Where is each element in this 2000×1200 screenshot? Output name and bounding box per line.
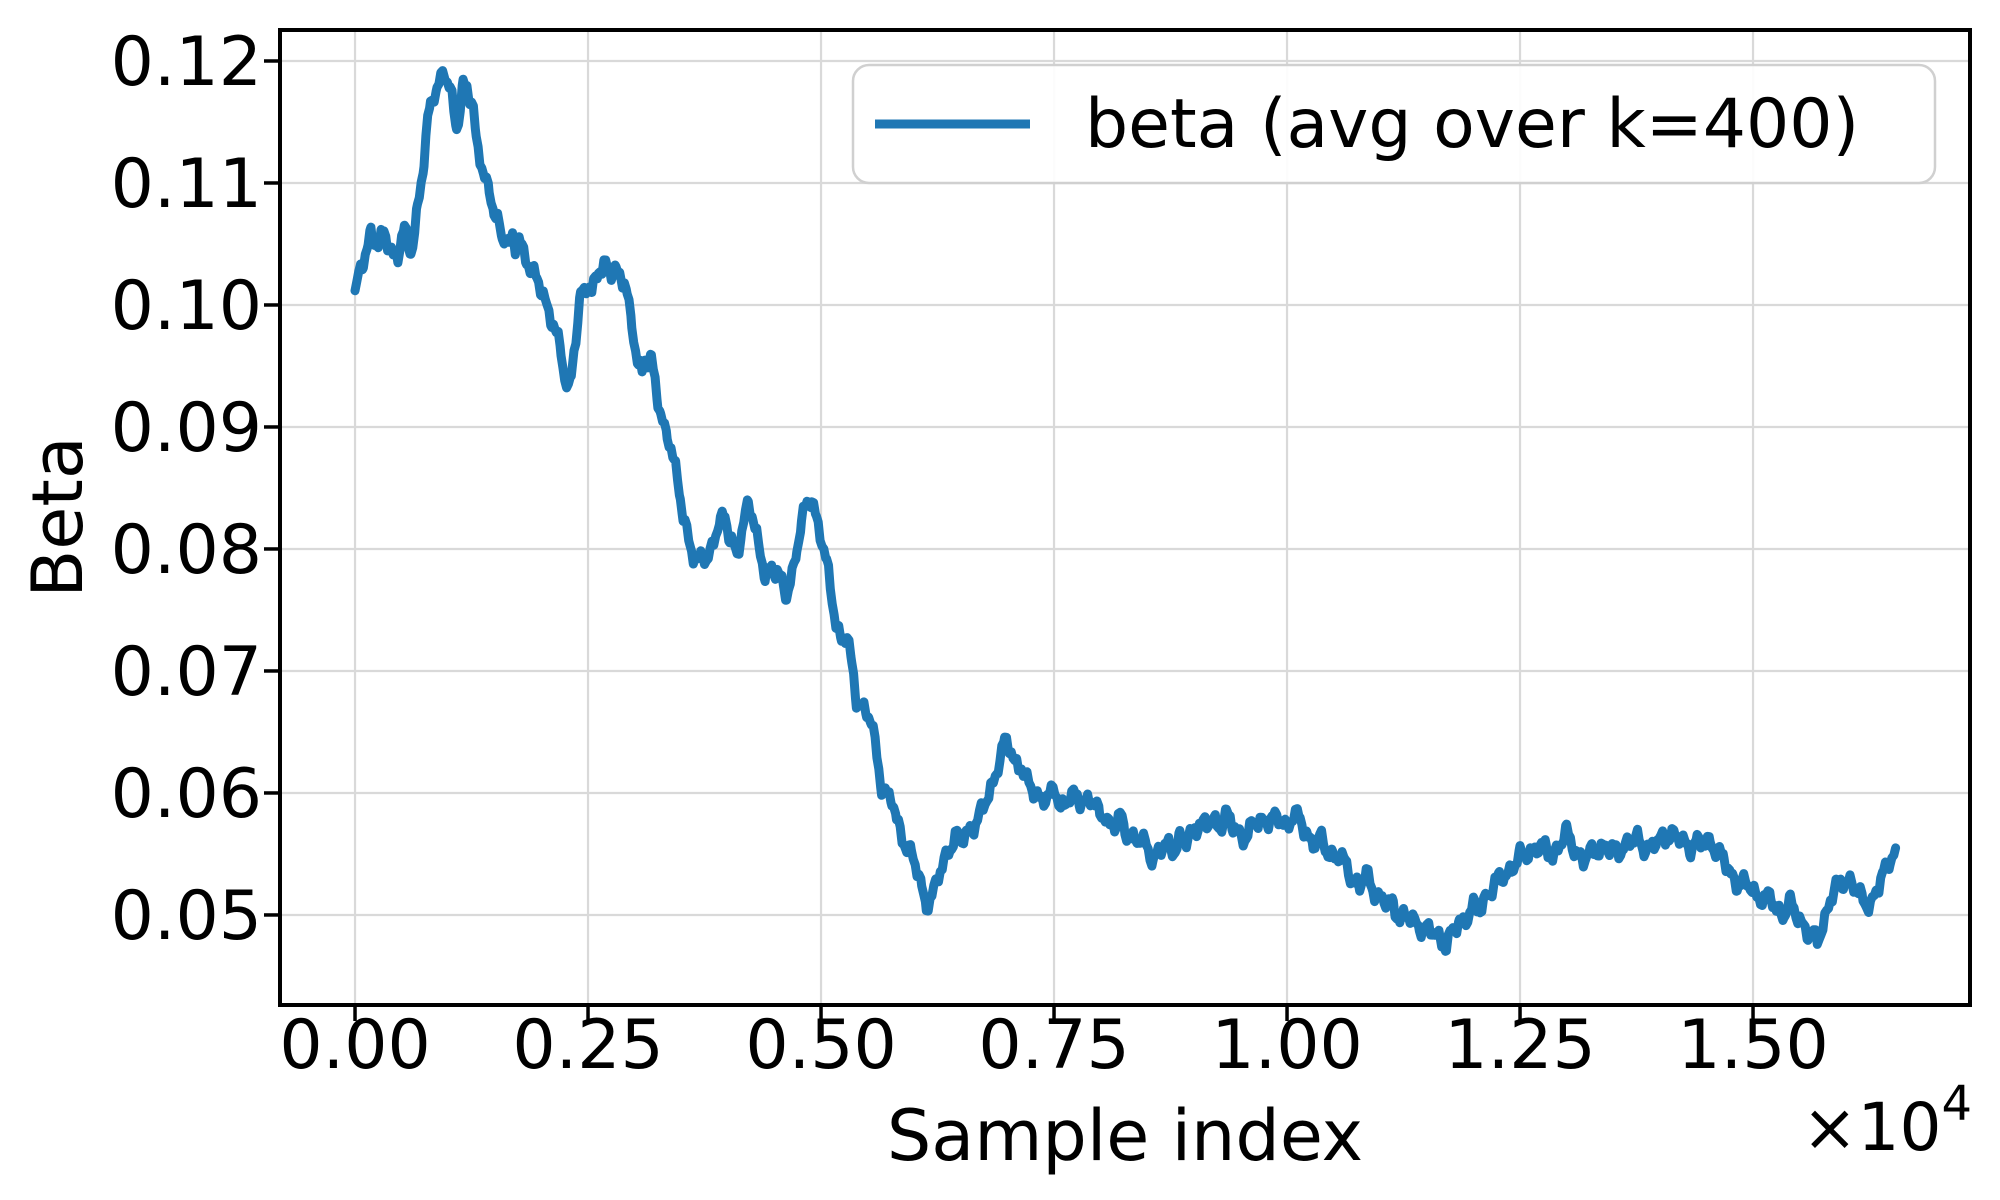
x-tick-label: 1.25 — [1444, 1006, 1595, 1085]
y-tick-label: 0.07 — [111, 633, 262, 712]
x-axis-offset-label: ×104 — [1802, 1076, 1972, 1166]
beta-series-line — [350, 66, 1901, 956]
tick-marks — [264, 59, 1755, 1021]
x-tick-labels: 0.00 0.25 0.50 0.75 1.00 1.25 1.50 — [279, 1006, 1828, 1085]
x-tick-label: 0.00 — [279, 1006, 430, 1085]
x-axis-label: Sample index — [887, 1095, 1363, 1177]
y-tick-label: 0.05 — [111, 877, 262, 956]
legend: beta (avg over k=400) — [851, 63, 1937, 185]
x-tick-label: 0.75 — [978, 1006, 1129, 1085]
y-tick-label: 0.08 — [111, 511, 262, 590]
y-tick-label: 0.09 — [111, 389, 262, 468]
y-tick-label: 0.10 — [111, 267, 262, 346]
x-tick-label: 0.50 — [745, 1006, 896, 1085]
legend-box — [851, 63, 1937, 185]
offset-exponent: 4 — [1941, 1076, 1972, 1132]
y-tick-label: 0.12 — [111, 23, 262, 102]
y-tick-label: 0.11 — [111, 145, 262, 224]
x-tick-label: 1.50 — [1677, 1006, 1828, 1085]
legend-label: beta (avg over k=400) — [1085, 85, 1859, 164]
y-axis-label: Beta — [17, 436, 99, 597]
y-tick-label: 0.06 — [111, 755, 262, 834]
x-tick-label: 1.00 — [1211, 1006, 1362, 1085]
plot-border — [278, 28, 1972, 1007]
offset-base: ×10 — [1802, 1089, 1941, 1166]
x-tick-label: 0.25 — [512, 1006, 663, 1085]
y-tick-labels: 0.05 0.06 0.07 0.08 0.09 0.10 0.11 0.12 — [111, 23, 262, 956]
